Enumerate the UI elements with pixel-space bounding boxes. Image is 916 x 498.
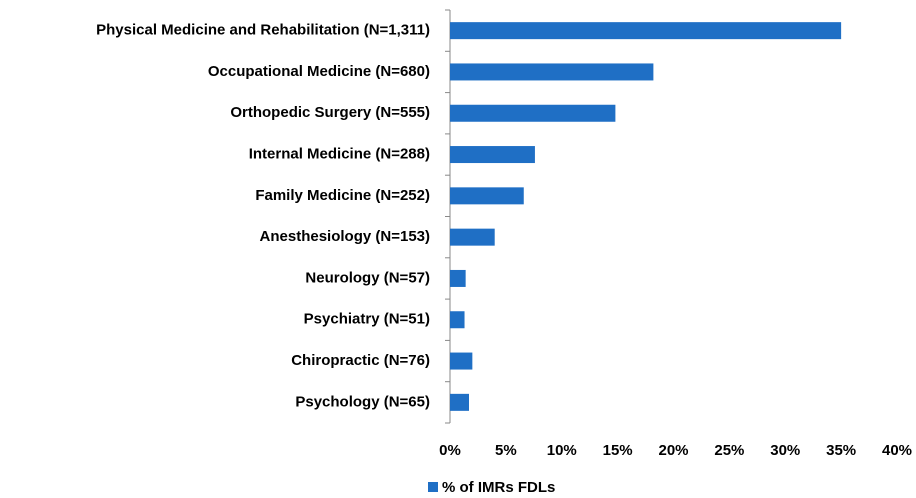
y-tick-label: Psychiatry (N=51) bbox=[304, 311, 430, 328]
x-tick-label: 5% bbox=[495, 442, 517, 459]
y-tick-label: Family Medicine (N=252) bbox=[255, 187, 430, 204]
y-tick-label: Psychology (N=65) bbox=[295, 393, 430, 410]
y-tick-label: Orthopedic Surgery (N=555) bbox=[230, 104, 430, 121]
x-tick-label: 15% bbox=[603, 442, 633, 459]
y-tick-label: Physical Medicine and Rehabilitation (N=… bbox=[96, 22, 430, 39]
x-tick-label: 40% bbox=[882, 442, 912, 459]
x-tick-label: 35% bbox=[826, 442, 856, 459]
bar bbox=[450, 228, 495, 246]
bar bbox=[450, 352, 473, 370]
bar bbox=[450, 269, 466, 287]
y-tick-label: Internal Medicine (N=288) bbox=[249, 146, 430, 163]
x-tick-label: 0% bbox=[439, 442, 461, 459]
bar bbox=[450, 146, 535, 164]
y-tick-label: Chiropractic (N=76) bbox=[291, 352, 430, 369]
bar bbox=[450, 104, 616, 122]
y-tick-label: Neurology (N=57) bbox=[305, 269, 430, 286]
legend-label: % of IMRs FDLs bbox=[442, 479, 555, 496]
x-tick-label: 30% bbox=[770, 442, 800, 459]
y-tick-label: Anesthesiology (N=153) bbox=[260, 228, 430, 245]
bar bbox=[450, 63, 654, 81]
y-tick-label: Occupational Medicine (N=680) bbox=[208, 63, 430, 80]
x-tick-label: 10% bbox=[547, 442, 577, 459]
bar bbox=[450, 393, 469, 411]
x-tick-label: 20% bbox=[658, 442, 688, 459]
legend-swatch bbox=[428, 482, 438, 492]
bar bbox=[450, 187, 524, 205]
bar bbox=[450, 311, 465, 329]
bar bbox=[450, 22, 842, 40]
x-tick-label: 25% bbox=[714, 442, 744, 459]
